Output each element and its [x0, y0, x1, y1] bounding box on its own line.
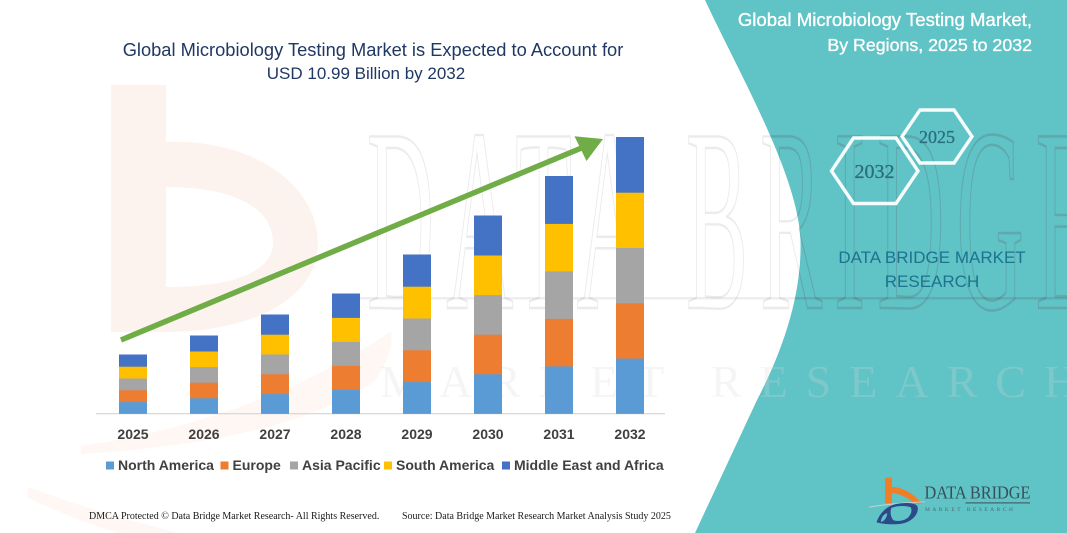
- svg-text:Europe: Europe: [233, 457, 281, 473]
- svg-text:DMCA Protected © Data Bridge M: DMCA Protected © Data Bridge Market Rese…: [89, 511, 379, 522]
- svg-text:By Regions, 2025 to 2032: By Regions, 2025 to 2032: [827, 35, 1032, 55]
- svg-text:2030: 2030: [472, 426, 503, 442]
- svg-text:DATA BRIDGE: DATA BRIDGE: [925, 483, 1031, 503]
- svg-text:South America: South America: [396, 457, 494, 473]
- svg-text:Middle East and Africa: Middle East and Africa: [514, 457, 664, 473]
- svg-text:2027: 2027: [259, 426, 290, 442]
- svg-text:2029: 2029: [401, 426, 432, 442]
- svg-text:2031: 2031: [543, 426, 574, 442]
- svg-text:2032: 2032: [614, 426, 645, 442]
- svg-text:RESEARCH: RESEARCH: [885, 272, 979, 291]
- svg-text:USD 10.99 Billion by 2032: USD 10.99 Billion by 2032: [267, 64, 465, 83]
- svg-text:2025: 2025: [117, 426, 148, 442]
- svg-text:MARKET RESEARCH: MARKET RESEARCH: [925, 507, 1015, 513]
- svg-text:Global Microbiology Testing Ma: Global Microbiology Testing Market,: [738, 9, 1032, 30]
- svg-text:Global Microbiology Testing Ma: Global Microbiology Testing Market is Ex…: [123, 39, 624, 60]
- svg-text:2032: 2032: [855, 161, 895, 183]
- svg-text:DATA BRIDGE MARKET: DATA BRIDGE MARKET: [838, 248, 1025, 267]
- svg-text:North America: North America: [118, 457, 214, 473]
- svg-text:Source: Data Bridge Market Res: Source: Data Bridge Market Research Mark…: [402, 511, 671, 522]
- svg-text:2028: 2028: [330, 426, 361, 442]
- svg-text:Asia Pacific: Asia Pacific: [302, 457, 381, 473]
- svg-text:2025: 2025: [919, 127, 955, 147]
- svg-text:2026: 2026: [188, 426, 219, 442]
